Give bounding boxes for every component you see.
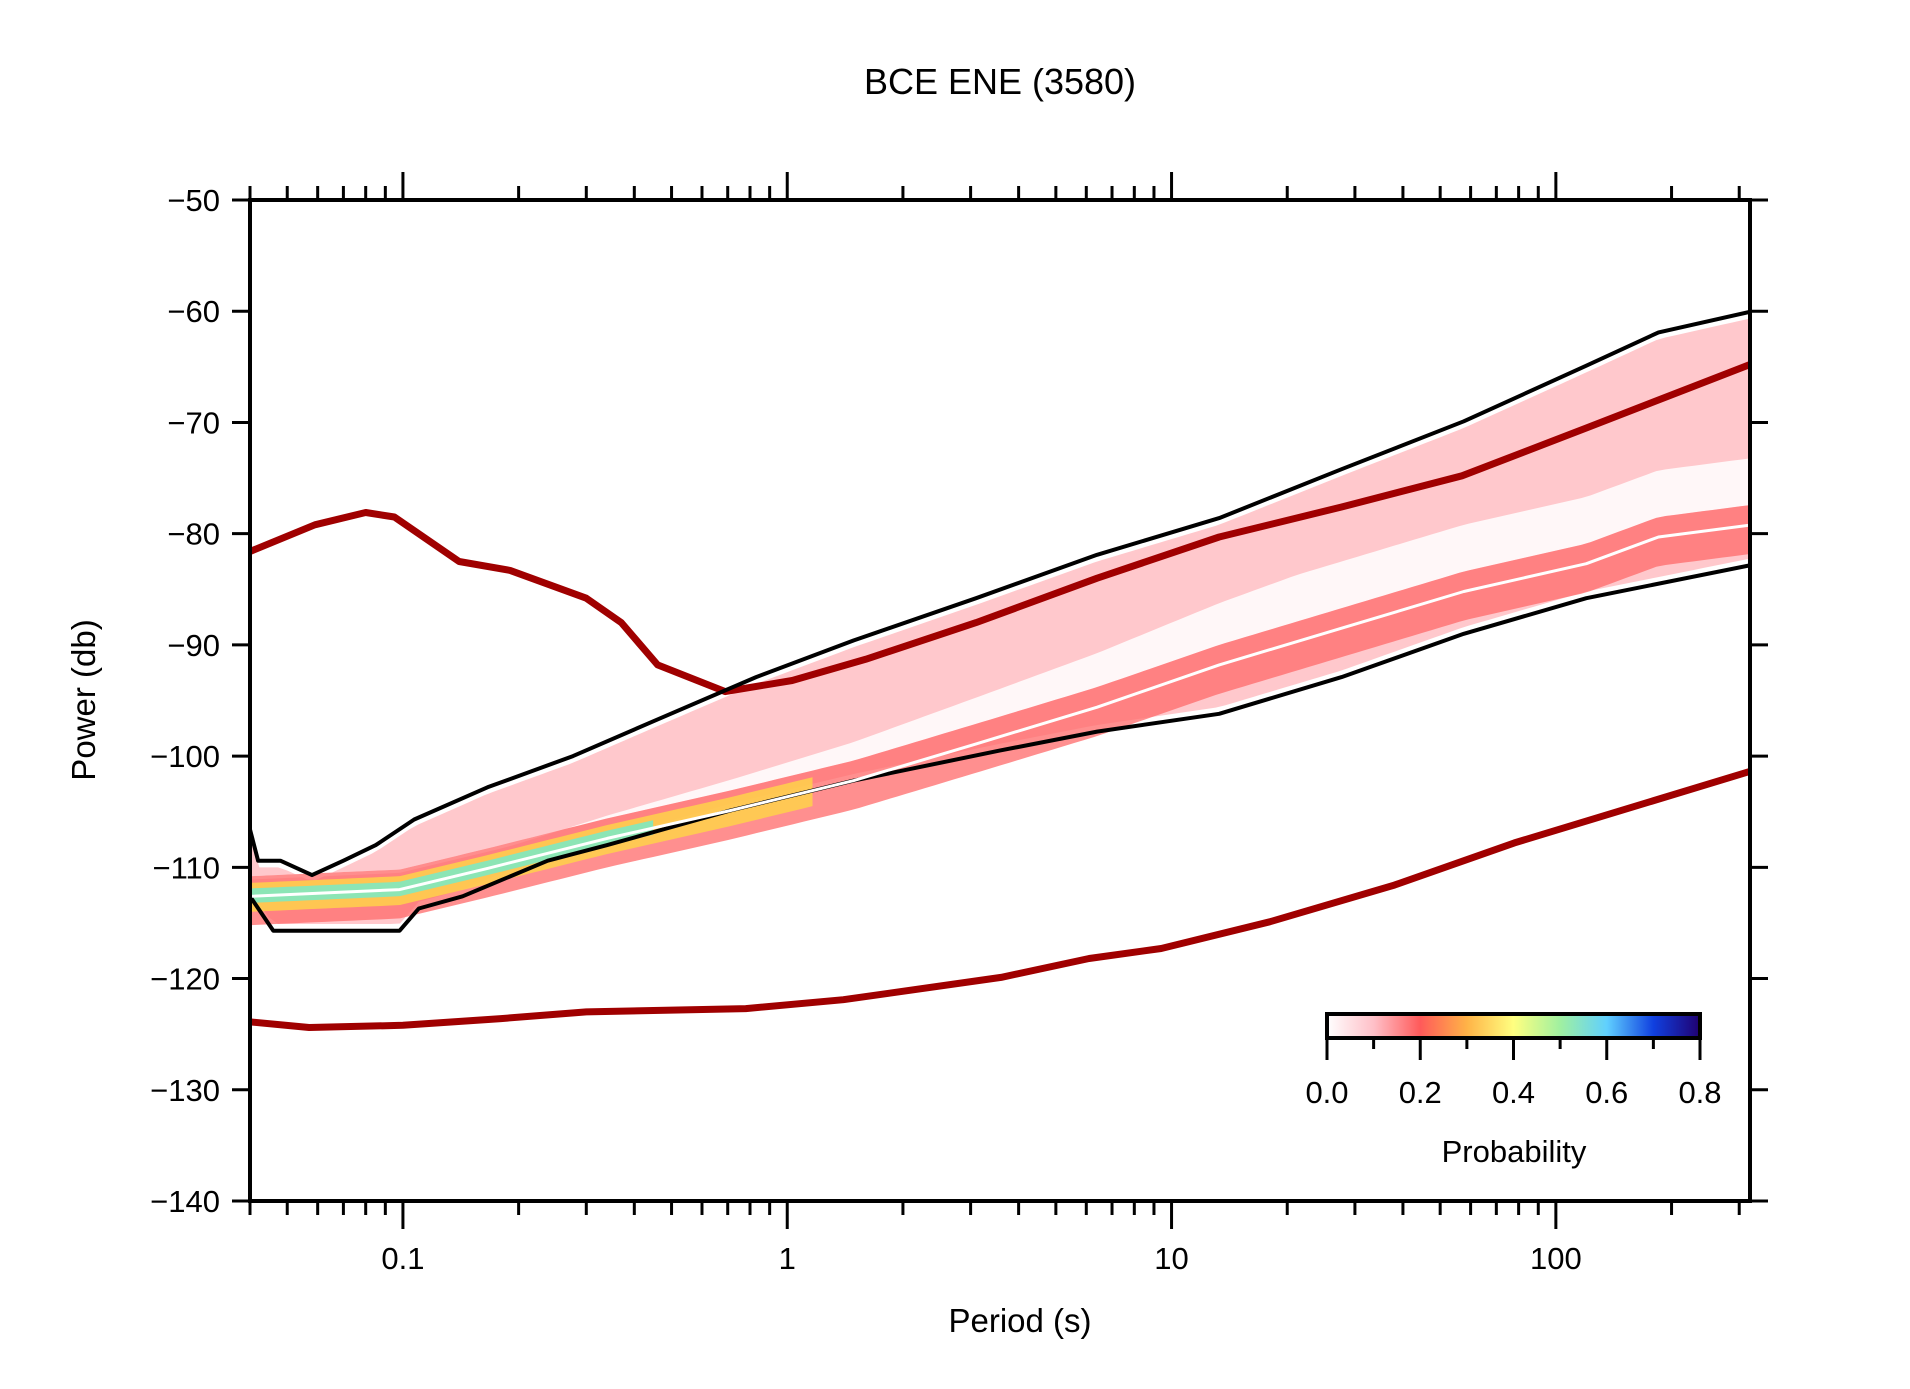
colorbar-tick-label: 0.2 xyxy=(1399,1075,1442,1110)
y-tick-label: −120 xyxy=(150,962,220,997)
colorbar-tick-label: 0.4 xyxy=(1492,1075,1535,1110)
y-tick-label: −70 xyxy=(167,405,220,440)
y-tick-label: −140 xyxy=(150,1184,220,1219)
colorbar-tick-label: 0.6 xyxy=(1585,1075,1628,1110)
mode-line xyxy=(250,523,1750,898)
x-axis: 0.1 1 10 100 xyxy=(248,172,1741,1276)
pdf-low-probability-region xyxy=(250,318,1750,925)
chart-title: BCE ENE (3580) xyxy=(864,61,1136,102)
y-tick-label: −50 xyxy=(167,183,220,218)
probability-density-layer xyxy=(250,318,1750,926)
colorbar-label: Probability xyxy=(1442,1134,1587,1169)
plot-frame xyxy=(248,198,1752,1203)
y-tick-label: −80 xyxy=(167,517,220,552)
nlnm-line xyxy=(250,767,1750,1031)
y-tick-label: −60 xyxy=(167,294,220,329)
x-tick-label: 0.1 xyxy=(381,1241,424,1276)
colorbar-tick-label: 0.0 xyxy=(1305,1075,1348,1110)
y-axis-label: Power (db) xyxy=(65,619,102,780)
colorbar-bar xyxy=(1325,1012,1702,1040)
colorbar-ticks: 0.0 0.2 0.4 0.6 0.8 xyxy=(1305,1038,1722,1110)
x-axis-label: Period (s) xyxy=(948,1302,1091,1339)
pdf-mid-probability-band xyxy=(250,505,1750,926)
x-tick-label: 100 xyxy=(1530,1241,1582,1276)
x-tick-label: 10 xyxy=(1154,1241,1188,1276)
y-axis: −50 −60 −70 −80 −90 −100 −110 −120 −130 −140 xyxy=(150,183,1768,1219)
x-tick-label: 1 xyxy=(779,1241,796,1276)
colorbar-tick-label: 0.8 xyxy=(1678,1075,1721,1110)
y-tick-label: −130 xyxy=(150,1073,220,1108)
y-tick-label: −110 xyxy=(152,850,220,885)
y-tick-label: −90 xyxy=(167,628,220,663)
max-envelope-line xyxy=(250,309,1750,878)
pdf-sparse-region xyxy=(250,458,1750,880)
colorbar: 0.0 0.2 0.4 0.6 0.8 Probability xyxy=(1305,1012,1722,1169)
y-tick-label: −100 xyxy=(150,739,220,774)
pdf-high-probability-band xyxy=(250,777,813,912)
series-layer xyxy=(250,309,1750,1031)
